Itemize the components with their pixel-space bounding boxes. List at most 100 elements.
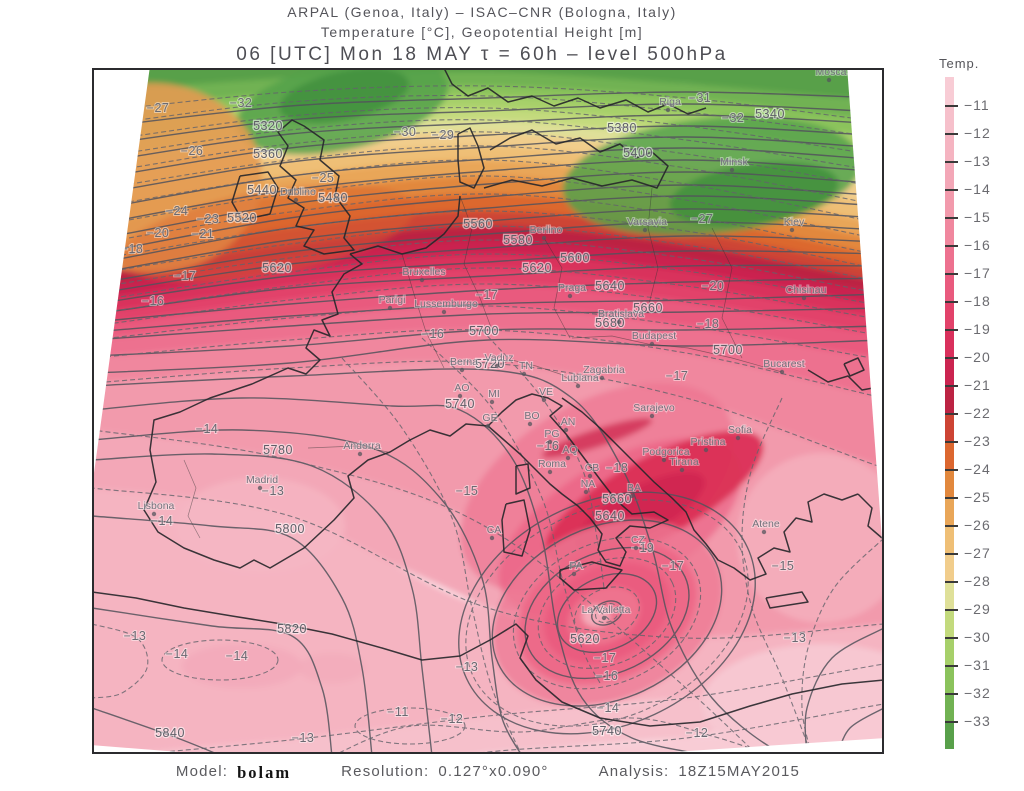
svg-text:Bucarest: Bucarest [763,358,805,370]
svg-text:5740: 5740 [592,724,622,738]
svg-text:VE: VE [539,386,553,398]
legend-tick [945,581,958,583]
svg-text:Minsk: Minsk [720,156,748,168]
analysis-value: 18Z15MAY2015 [678,763,801,780]
legend-tick [945,105,958,107]
svg-text:−14: −14 [151,514,174,528]
legend-tick-label: −16 [964,237,991,253]
legend-tick-label: −17 [964,265,991,281]
svg-text:PG: PG [544,428,559,440]
svg-text:−14: −14 [597,701,620,715]
legend-tick [945,637,958,639]
svg-text:−12: −12 [441,712,464,726]
svg-text:5440: 5440 [247,183,277,197]
svg-text:Roma: Roma [538,458,566,470]
legend-tick [945,189,958,191]
legend-tick [945,273,958,275]
svg-text:5840: 5840 [155,726,185,740]
svg-text:Berlino: Berlino [530,224,563,236]
legend-tick-label: −29 [964,601,991,617]
svg-text:CB: CB [585,462,600,474]
svg-text:−18: −18 [697,317,720,331]
svg-text:Kiev: Kiev [784,216,805,228]
svg-text:Sarajevo: Sarajevo [633,402,675,414]
svg-text:−14: −14 [226,649,249,663]
svg-text:−31: −31 [689,91,712,105]
svg-text:5400: 5400 [623,146,653,160]
svg-text:−14: −14 [196,422,219,436]
legend-tick [945,329,958,331]
svg-text:Budapest: Budapest [632,330,676,342]
svg-text:Tirana: Tirana [669,456,699,468]
legend-tick-label: −21 [964,377,991,393]
svg-text:La Valletta: La Valletta [582,604,631,616]
svg-text:PA: PA [569,560,582,572]
svg-text:GE: GE [482,412,497,424]
svg-text:Dublino: Dublino [280,186,316,198]
legend-tick-label: −20 [964,349,991,365]
svg-text:−17: −17 [662,559,685,573]
svg-text:Berna: Berna [450,356,478,368]
svg-text:5740: 5740 [445,397,475,411]
legend-tick-label: −25 [964,489,991,505]
svg-text:−25: −25 [312,171,335,185]
svg-text:AN: AN [561,416,576,428]
svg-text:5660: 5660 [602,492,632,506]
temperature-legend: Temp. −11 −12 −13 −14 −15 −16 −17 −18 −19 −20 −21 −… [938,56,1018,749]
svg-text:−26: −26 [181,144,204,158]
legend-tick [945,161,958,163]
resolution-value: 0.127°x0.090° [438,763,549,780]
legend-tick [945,133,958,135]
svg-text:5640: 5640 [595,509,625,523]
legend-tick-label: −12 [964,125,991,141]
svg-text:5680: 5680 [595,316,625,330]
map-svg: 5320 5340 5360 5380 5400 5440 5480 5520 5560 5580… [92,68,884,754]
svg-text:TN: TN [519,360,533,372]
chart-variables-title: Temperature [°C], Geopotential Height [m… [320,24,644,40]
svg-text:−13: −13 [124,629,147,643]
svg-text:5340: 5340 [755,107,785,121]
chart-source-title: ARPAL (Genoa, Italy) – ISAC–CNR (Bologna… [287,4,677,20]
svg-text:Pristina: Pristina [690,436,725,448]
svg-text:Podgorica: Podgorica [642,446,689,458]
analysis-label: Analysis: [598,763,670,780]
svg-text:BA: BA [627,482,641,494]
legend-tick-label: −31 [964,657,991,673]
legend-title: Temp. [939,56,980,71]
weather-map: 5320 5340 5360 5380 5400 5440 5480 5520 5560 5580… [92,68,884,754]
svg-text:−21: −21 [192,227,215,241]
footer-info: Model: bolam Resolution: 0.127°x0.090° A… [92,763,884,783]
svg-text:Varsavia: Varsavia [627,216,667,228]
legend-tick-label: −18 [964,293,991,309]
svg-text:5660: 5660 [633,301,663,315]
legend-tick [945,609,958,611]
svg-text:5620: 5620 [570,632,600,646]
svg-text:5820: 5820 [277,622,307,636]
svg-text:−29: −29 [432,128,455,142]
svg-text:Praga: Praga [558,282,586,294]
svg-text:CA: CA [487,524,502,536]
svg-text:5380: 5380 [607,121,637,135]
svg-text:−30: −30 [394,125,417,139]
legend-tick-label: −30 [964,629,991,645]
svg-text:−15: −15 [456,484,479,498]
svg-text:−13: −13 [784,631,807,645]
svg-text:−13: −13 [456,660,479,674]
svg-text:−24: −24 [166,204,189,218]
resolution-label: Resolution: [341,763,430,780]
legend-tick [945,553,958,555]
svg-text:5580: 5580 [503,233,533,247]
svg-text:5360: 5360 [253,147,283,161]
svg-text:AO: AO [454,382,469,394]
svg-text:−27: −27 [147,101,170,115]
svg-text:−16: −16 [422,327,445,341]
svg-text:−16: −16 [537,439,560,453]
svg-text:−16: −16 [596,669,619,683]
legend-tick [945,693,958,695]
legend-tick [945,497,958,499]
svg-text:−17: −17 [666,369,689,383]
svg-text:AQ: AQ [562,444,577,456]
legend-tick-label: −32 [964,685,991,701]
svg-text:−13: −13 [262,484,285,498]
